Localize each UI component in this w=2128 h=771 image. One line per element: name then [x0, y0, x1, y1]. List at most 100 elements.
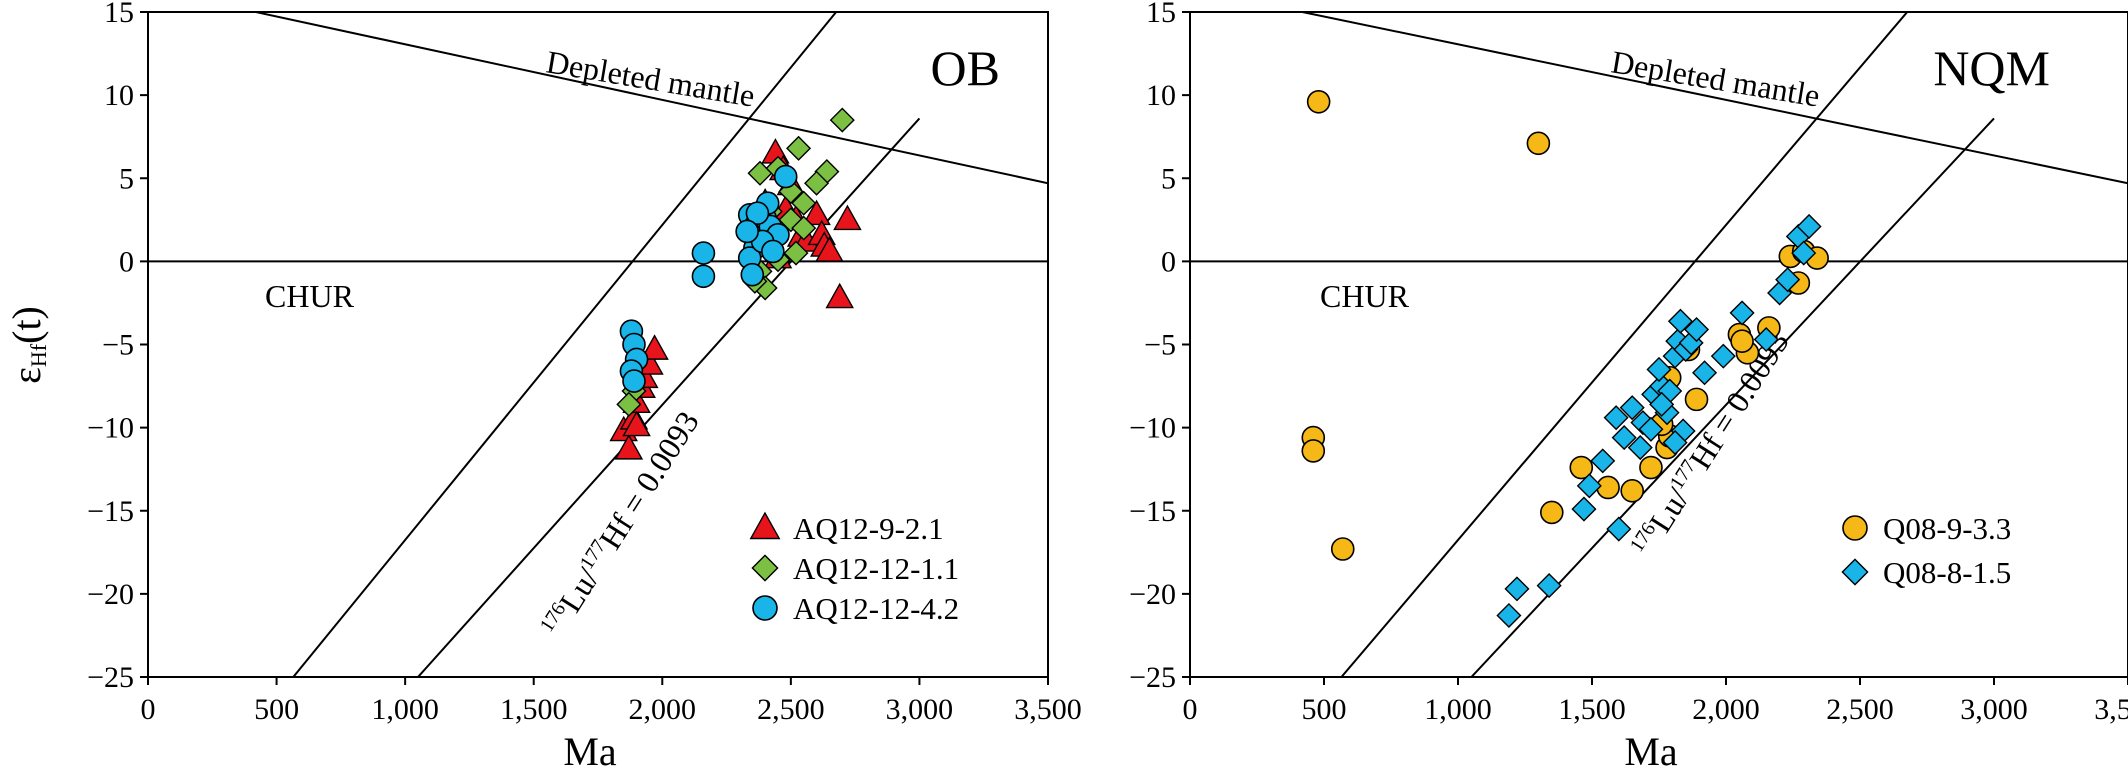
x-tick-label: 500: [1302, 693, 1347, 726]
y-tick-label: −10: [1129, 412, 1176, 445]
data-point-Q08-8-1.5: [1683, 316, 1710, 343]
x-tick-label: 0: [141, 693, 156, 726]
data-point-Q08-8-1.5: [1753, 326, 1779, 353]
data-point-Q08-9-3.3: [1330, 537, 1355, 561]
data-point-Q08-8-1.5: [1796, 213, 1822, 240]
legend-label: AQ12-9-2.1: [793, 511, 944, 546]
y-tick-label: −20: [87, 578, 134, 611]
x-tick-label: 1,000: [371, 693, 439, 726]
x-tick-label: 500: [254, 693, 299, 726]
x-tick-label: 2,000: [1692, 693, 1760, 726]
y-tick-label: 5: [119, 162, 134, 195]
legend: AQ12-9-2.1 AQ12-12-1.1 AQ12-12-4.2: [749, 511, 959, 626]
panel-label: OB: [931, 40, 1000, 96]
depleted-mantle-label: Depleted mantle: [1609, 43, 1823, 113]
data-point-AQ12-9-2.1: [815, 236, 844, 262]
data-point-Q08-8-1.5: [1576, 473, 1602, 499]
data-point-AQ12-9-2.1: [825, 282, 854, 309]
data-point-AQ12-12-4.2: [691, 264, 716, 289]
data-point-Q08-8-1.5: [1611, 425, 1637, 451]
data-point-Q08-9-3.3: [1684, 387, 1709, 412]
data-point-Q08-8-1.5: [1504, 576, 1530, 602]
data-point-AQ12-12-1.1: [616, 391, 642, 417]
y-tick-label: 15: [1146, 0, 1176, 29]
data-point-AQ12-12-4.2: [622, 369, 646, 393]
data-point-Q08-9-3.3: [1540, 500, 1564, 525]
reference-line-depleted-mantle: [1297, 12, 2128, 185]
reference-line-depleted-mantle: [250, 12, 1048, 185]
data-point-AQ12-12-1.1: [829, 107, 855, 133]
legend-marker-AQ12-12-4.2: [752, 595, 778, 621]
data-point-AQ12-9-2.1: [833, 204, 862, 231]
y-tick-label: −20: [1129, 578, 1176, 611]
y-tick-label: −15: [1129, 495, 1176, 528]
data-point-AQ12-12-4.2: [691, 241, 716, 265]
legend-label: Q08-8-1.5: [1883, 555, 2011, 590]
data-point-AQ12-12-4.2: [740, 262, 765, 287]
data-point-Q08-8-1.5: [1729, 300, 1755, 326]
y-tick-label: 15: [104, 0, 134, 29]
legend-marker-Q08-9-3.3: [1842, 515, 1868, 541]
x-tick-label: 1,500: [1558, 693, 1626, 726]
y-tick-label: −25: [1129, 661, 1176, 694]
data-point-AQ12-12-4.2: [735, 219, 759, 244]
data-points: [609, 107, 862, 460]
x-tick-label: 0: [1183, 693, 1198, 726]
x-tick-label: 3,000: [886, 693, 954, 726]
chur-label: CHUR: [265, 278, 355, 314]
y-tick-label: 10: [104, 79, 134, 112]
x-tick-label: 1,000: [1424, 693, 1492, 726]
y-tick-label: −10: [87, 412, 134, 445]
y-axis-title-sub: Hf: [26, 343, 51, 367]
legend-label: AQ12-12-1.1: [793, 551, 959, 586]
data-points: [1301, 89, 1829, 629]
lu-hf-ratio-label: 176Lu/177Hf = 0.0093: [1626, 325, 1796, 564]
data-point-Q08-8-1.5: [1496, 602, 1522, 629]
data-point-AQ12-12-4.2: [773, 164, 798, 189]
data-point-Q08-8-1.5: [1619, 395, 1645, 421]
x-axis-title: Ma: [1624, 729, 1678, 771]
panel-ob: 0 500 1,000 1,500 2,000 2,500 3,000 3,500 −25 −20…: [87, 0, 1082, 771]
data-point-Q08-8-1.5: [1627, 435, 1653, 461]
x-tick-label: 2,500: [1826, 693, 1894, 726]
y-axis-title: εHf(t): [4, 306, 51, 384]
y-axis-title-main: ε: [4, 367, 49, 384]
reference-line-crust-left: [292, 12, 838, 677]
panel-nqm: 0 500 1,000 1,500 2,000 2,500 3,000 3,500 −25 −20…: [1129, 0, 2128, 771]
data-point-Q08-9-3.3: [1301, 439, 1326, 463]
data-point-Q08-9-3.3: [1730, 329, 1754, 353]
y-tick-label: 10: [1146, 79, 1176, 112]
reference-line-crust-left: [1340, 12, 1909, 677]
data-point-Q08-8-1.5: [1646, 356, 1672, 382]
x-tick-label: 3,500: [2094, 693, 2128, 726]
y-axis-title-rest: (t): [4, 306, 49, 344]
data-point-Q08-8-1.5: [1710, 343, 1736, 369]
y-tick-label: −25: [87, 661, 134, 694]
y-tick-label: −5: [1144, 329, 1176, 362]
data-point-AQ12-9-2.1: [614, 434, 644, 460]
data-point-Q08-9-3.3: [1620, 478, 1644, 503]
panel-label: NQM: [1933, 40, 2050, 96]
data-point-Q08-8-1.5: [1667, 308, 1693, 334]
data-point-Q08-9-3.3: [1526, 131, 1551, 156]
legend: Q08-9-3.3 Q08-8-1.5: [1841, 511, 2011, 590]
data-point-Q08-9-3.3: [1569, 455, 1594, 480]
legend-marker-AQ12-12-1.1: [751, 554, 779, 582]
y-tick-label: −5: [102, 329, 134, 362]
data-point-Q08-9-3.3: [1306, 89, 1331, 114]
data-point-AQ12-12-1.1: [786, 135, 812, 161]
x-tick-label: 1,500: [500, 693, 568, 726]
data-point-AQ12-12-1.1: [783, 240, 809, 266]
data-point-Q08-8-1.5: [1638, 416, 1664, 442]
data-point-AQ12-12-1.1: [747, 160, 773, 186]
data-point-Q08-8-1.5: [1791, 240, 1817, 266]
x-tick-label: 3,500: [1014, 693, 1082, 726]
data-point-Q08-8-1.5: [1571, 496, 1597, 522]
data-point-Q08-8-1.5: [1662, 430, 1688, 456]
data-point-AQ12-9-2.1: [640, 334, 669, 360]
x-tick-label: 2,500: [757, 693, 825, 726]
reference-line-crust-right: [417, 117, 921, 677]
legend-marker-Q08-8-1.5: [1841, 558, 1869, 586]
data-point-AQ12-9-2.1: [622, 410, 651, 437]
data-point-Q08-8-1.5: [1590, 448, 1616, 474]
